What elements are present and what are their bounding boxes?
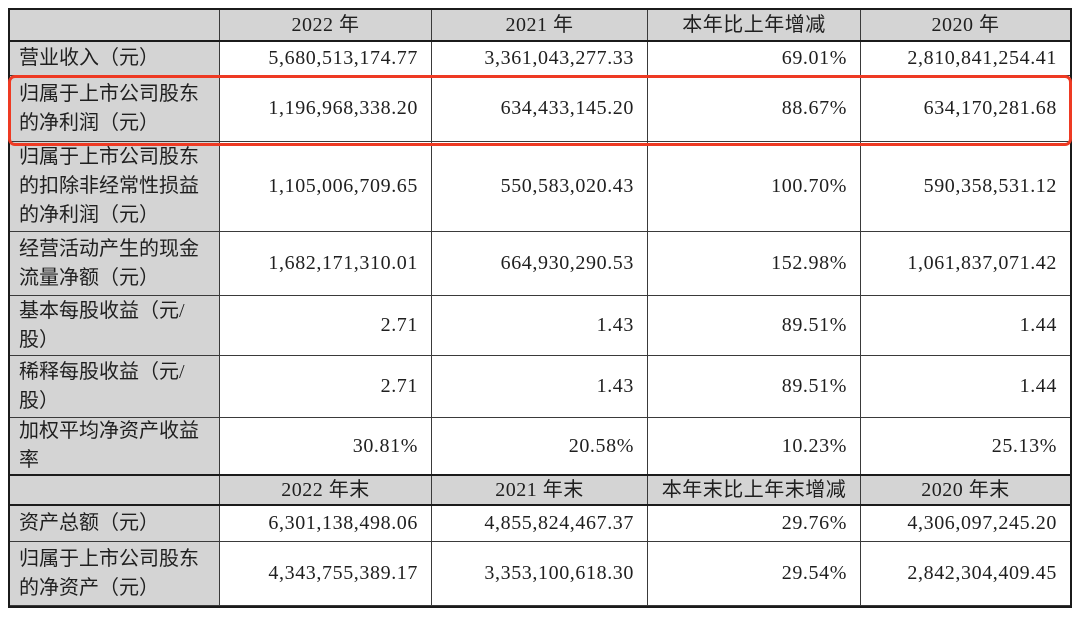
cell-value-change: 100.70% xyxy=(648,142,861,231)
cell-value-2021: 550,583,020.43 xyxy=(432,142,648,231)
cell-value-2022: 2.71 xyxy=(220,296,432,355)
row-label: 基本每股收益（元/股） xyxy=(10,296,220,355)
cell-value-2020: 634,170,281.68 xyxy=(923,97,1057,119)
financial-summary-table: 2022 年 2021 年 本年比上年增减 2020 年 营业收入（元） 5,6… xyxy=(8,8,1072,608)
cell-value-change: 89.51% xyxy=(648,356,861,417)
cell-value-2021: 20.58% xyxy=(432,418,648,474)
cell-value-2020: 1.44 xyxy=(1019,375,1057,397)
header-cell-2022-end: 2022 年末 xyxy=(220,476,432,504)
header-cell-2021-end: 2021 年末 xyxy=(432,476,648,504)
year-end-header-row: 2022 年末 2021 年末 本年末比上年末增减 2020 年末 xyxy=(10,476,1070,506)
cell-value-2021: 634,433,145.20 xyxy=(432,76,648,141)
cell-value-2021: 664,930,290.53 xyxy=(432,232,648,295)
cell-value-2022: 1,682,171,310.01 xyxy=(220,232,432,295)
cell-value-change: 69.01% xyxy=(648,42,861,75)
header-cell-2022: 2022 年 xyxy=(220,10,432,40)
table-row-weighted-avg-roe: 加权平均净资产收益率 30.81% 20.58% 10.23% 25.13% xyxy=(10,418,1070,476)
row-label: 加权平均净资产收益率 xyxy=(10,418,220,474)
cell-value-2020: 4,306,097,245.20 xyxy=(907,512,1057,534)
cell-value-2022: 5,680,513,174.77 xyxy=(220,42,432,75)
table-row-net-profit-excl-nonrecurring: 归属于上市公司股东的扣除非经常性损益的净利润（元） 1,105,006,709.… xyxy=(10,142,1070,232)
row-label: 归属于上市公司股东的扣除非经常性损益的净利润（元） xyxy=(10,142,220,231)
cell-value-2022: 2.71 xyxy=(220,356,432,417)
header-cell-2020-end: 2020 年末 xyxy=(861,476,1070,504)
header-cell-empty xyxy=(10,10,220,40)
cell-value-2022: 30.81% xyxy=(220,418,432,474)
cell-value-2020: 2,810,841,254.41 xyxy=(907,47,1057,69)
row-label: 经营活动产生的现金流量净额（元） xyxy=(10,232,220,295)
table-row-revenue: 营业收入（元） 5,680,513,174.77 3,361,043,277.3… xyxy=(10,42,1070,76)
table-row-total-assets: 资产总额（元） 6,301,138,498.06 4,855,824,467.3… xyxy=(10,506,1070,542)
header-cell-yoy-change: 本年比上年增减 xyxy=(648,10,861,40)
row-label: 稀释每股收益（元/股） xyxy=(10,356,220,417)
cell-value-2020: 25.13% xyxy=(991,434,1057,457)
cell-value-2020: 2,842,304,409.45 xyxy=(907,562,1057,584)
cell-value-change: 10.23% xyxy=(648,418,861,474)
row-label: 营业收入（元） xyxy=(10,42,220,75)
header-cell-yearend-change: 本年末比上年末增减 xyxy=(648,476,861,504)
cell-value-2020: 590,358,531.12 xyxy=(923,175,1057,197)
cell-value-change: 29.76% xyxy=(648,506,861,541)
cell-value-change: 89.51% xyxy=(648,296,861,355)
cell-value-change: 152.98% xyxy=(648,232,861,295)
cell-value-2021: 3,361,043,277.33 xyxy=(432,42,648,75)
cell-value-2022: 6,301,138,498.06 xyxy=(220,506,432,541)
cell-value-2021: 3,353,100,618.30 xyxy=(432,542,648,605)
table-row-diluted-eps: 稀释每股收益（元/股） 2.71 1.43 89.51% 1.44 xyxy=(10,356,1070,418)
cell-value-2022: 4,343,755,389.17 xyxy=(220,542,432,605)
annual-header-row: 2022 年 2021 年 本年比上年增减 2020 年 xyxy=(10,10,1070,42)
cell-value-change: 29.54% xyxy=(648,542,861,605)
header-cell-2021: 2021 年 xyxy=(432,10,648,40)
row-label: 归属于上市公司股东的净利润（元） xyxy=(10,76,220,141)
table-row-net-profit: 归属于上市公司股东的净利润（元） 1,196,968,338.20 634,43… xyxy=(10,76,1070,142)
header-cell-2020: 2020 年 xyxy=(861,10,1070,40)
table-row-basic-eps: 基本每股收益（元/股） 2.71 1.43 89.51% 1.44 xyxy=(10,296,1070,356)
row-label: 归属于上市公司股东的净资产（元） xyxy=(10,542,220,605)
cell-value-2021: 1.43 xyxy=(432,296,648,355)
cell-value-change: 88.67% xyxy=(648,76,861,141)
cell-value-2021: 1.43 xyxy=(432,356,648,417)
cell-value-2020: 1,061,837,071.42 xyxy=(907,252,1057,274)
cell-value-2022: 1,105,006,709.65 xyxy=(220,142,432,231)
table-row-operating-cash-flow: 经营活动产生的现金流量净额（元） 1,682,171,310.01 664,93… xyxy=(10,232,1070,296)
cell-value-2022: 1,196,968,338.20 xyxy=(220,76,432,141)
cell-value-2020: 1.44 xyxy=(1019,314,1057,336)
header-cell-empty xyxy=(10,476,220,504)
cell-value-2021: 4,855,824,467.37 xyxy=(432,506,648,541)
table-row-net-assets: 归属于上市公司股东的净资产（元） 4,343,755,389.17 3,353,… xyxy=(10,542,1070,606)
row-label: 资产总额（元） xyxy=(10,506,220,541)
